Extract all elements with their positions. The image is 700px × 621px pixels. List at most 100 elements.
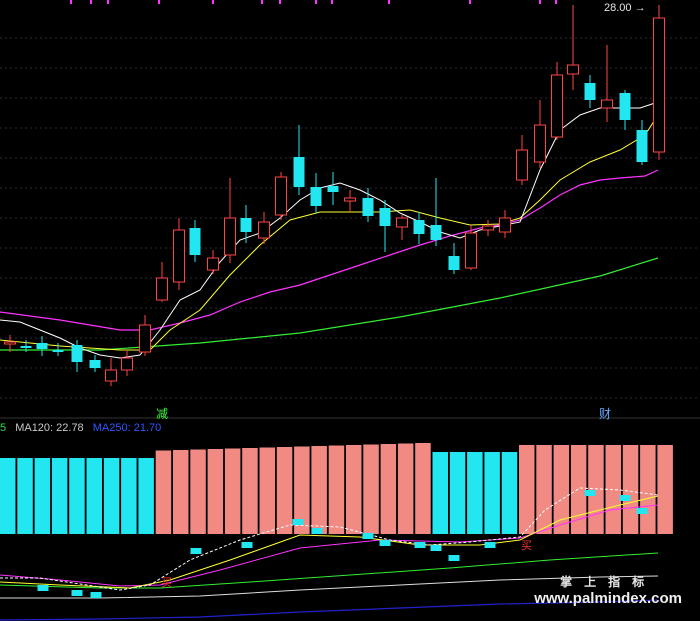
indicator-bar-7 (121, 458, 137, 534)
candle-body-22 (379, 208, 391, 226)
candle-body-12 (207, 257, 219, 271)
candle-body-28 (482, 225, 494, 231)
indicator-bar-14 (242, 448, 258, 534)
candle-body-29 (499, 217, 511, 233)
indicator-bar-38 (657, 445, 673, 534)
indicator-bars (0, 443, 673, 534)
candle-body-23 (396, 217, 408, 228)
candlesticks (4, 5, 665, 386)
indicator-bar-20 (346, 445, 362, 534)
indicator-bar-9 (155, 450, 172, 534)
candle-body-36 (619, 93, 631, 120)
indicator-bar-24 (415, 443, 431, 534)
indicator-bar-0 (0, 458, 16, 534)
candle-body-38 (653, 17, 665, 153)
sub-mini-candle-3 (190, 548, 202, 554)
signal-buy-2-label: 买 (521, 540, 532, 552)
indicator-bar-12 (207, 449, 224, 534)
candle-body-16 (275, 176, 287, 216)
moving-average-lines (0, 101, 659, 359)
sub-mini-candle-7 (362, 533, 374, 539)
indicator-bar-8 (138, 458, 154, 534)
candle-body-32 (551, 74, 563, 138)
sub-panel-price-overlay (0, 487, 659, 621)
indicator-bar-5 (86, 458, 102, 534)
candle-body-6 (105, 369, 117, 382)
ma10-line (0, 114, 659, 351)
signal-buy-1: 买 (161, 574, 172, 590)
price-marker-value: 28.00 (604, 2, 632, 14)
indicator-bar-32 (553, 445, 570, 534)
signal-buy-2: 买 (521, 537, 532, 553)
candle-body-24 (413, 220, 425, 234)
indicator-bar-35 (605, 445, 621, 534)
candle-body-20 (344, 197, 356, 202)
candle-body-14 (240, 218, 252, 232)
sub-mini-candle-11 (448, 555, 460, 561)
price-marker-label: 28.00 → (604, 2, 646, 14)
candle-body-27 (465, 232, 477, 269)
sub-mini-candle-6 (311, 528, 323, 534)
sub-mini-candle-15 (636, 508, 648, 514)
indicator-bar-4 (69, 458, 85, 534)
watermark: 掌上指标 www.palmindex.com (534, 573, 682, 607)
candle-body-33 (567, 64, 579, 75)
indicator-bar-10 (173, 450, 189, 534)
indicator-bar-19 (328, 445, 345, 534)
indicator-bar-29 (501, 452, 518, 534)
ma5-line (0, 101, 659, 359)
candle-body-31 (534, 124, 546, 163)
legend-ma120: MA120: 22.78 (15, 422, 84, 434)
sub-ma20-line (0, 504, 659, 587)
indicator-bar-31 (536, 445, 552, 534)
indicator-bar-37 (640, 445, 656, 534)
sub-mini-candle-2 (90, 592, 102, 598)
sub-ma120-line (0, 575, 659, 599)
candle-body-5 (89, 360, 101, 368)
sub-mini-candle-14 (619, 495, 631, 501)
signal-cai-label: 财 (599, 407, 612, 421)
indicator-bar-15 (259, 447, 275, 534)
candle-body-17 (293, 157, 305, 187)
candle-body-0 (4, 341, 16, 345)
candle-body-19 (327, 186, 339, 192)
sub-ma250-line (0, 599, 659, 621)
indicator-bar-17 (294, 446, 310, 534)
candle-body-25 (430, 225, 442, 240)
watermark-url: www.palmindex.com (534, 590, 682, 607)
indicator-bar-36 (622, 445, 639, 534)
indicator-bar-23 (397, 443, 414, 534)
legend-ma250: MA250: 21.70 (92, 422, 162, 434)
indicator-bar-3 (51, 458, 68, 534)
candle-body-11 (189, 228, 201, 255)
indicator-bar-27 (467, 452, 483, 534)
indicator-bar-6 (103, 458, 120, 534)
sub-mini-candle-13 (584, 490, 596, 496)
candle-body-37 (636, 130, 648, 162)
candle-body-4 (71, 345, 83, 362)
indicator-bar-28 (484, 452, 500, 534)
indicator-bar-26 (449, 452, 466, 534)
signal-jian: 减 (156, 405, 168, 422)
indicator-bar-2 (34, 458, 51, 534)
sub-mini-candle-1 (71, 590, 83, 596)
sub-mini-candle-4 (241, 542, 253, 548)
indicator-bar-1 (17, 458, 33, 534)
indicator-bar-25 (432, 452, 448, 534)
indicator-bar-18 (311, 446, 327, 534)
indicator-bar-13 (224, 448, 241, 534)
ma-legend: 5 MA120: 22.78 MA250: 21.70 (0, 422, 167, 434)
sub-mini-candle-8 (379, 540, 391, 546)
indicator-bar-11 (190, 449, 206, 534)
signal-jian-label: 减 (156, 407, 169, 421)
candle-body-8 (139, 324, 151, 353)
sub-mini-candle-9 (414, 542, 426, 548)
candle-body-21 (362, 198, 374, 216)
candle-body-13 (224, 217, 236, 256)
indicator-bar-21 (363, 444, 379, 534)
arrow-icon: → (634, 2, 646, 14)
ma20-line (0, 169, 659, 331)
candle-body-1 (20, 346, 32, 348)
top-tick-marks (70, 0, 557, 4)
